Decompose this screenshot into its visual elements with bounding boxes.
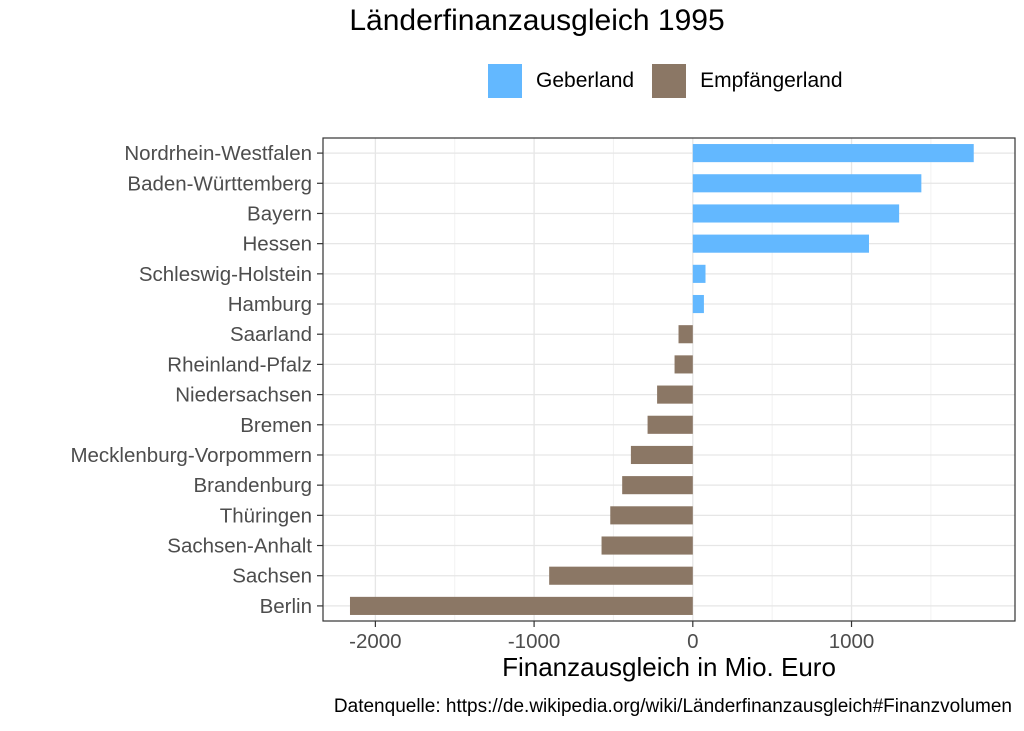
y-tick-label: Hamburg [228, 293, 312, 316]
bar [630, 445, 693, 465]
x-axis-label: Finanzausgleich in Mio. Euro [502, 652, 836, 682]
bar [674, 355, 693, 374]
y-tick-label: Hessen [242, 233, 312, 256]
legend-swatch-geberland [488, 64, 522, 98]
y-tick-label: Mecklenburg-Vorpommern [70, 444, 312, 467]
bar [692, 144, 974, 163]
bar [622, 476, 693, 495]
bar [657, 385, 693, 404]
bar [601, 536, 693, 555]
y-tick-label: Sachsen-Anhalt [167, 535, 312, 558]
x-tick-label: 0 [687, 630, 698, 653]
plot-panel-border [322, 137, 1016, 622]
legend-item-empfaengerland: Empfängerland [652, 64, 843, 98]
x-tick-label: -2000 [349, 630, 401, 653]
y-tick-label: Saarland [230, 323, 312, 346]
y-tick-label: Bremen [240, 414, 312, 437]
chart-title: Länderfinanzausgleich 1995 [349, 4, 725, 37]
y-tick-label: Bayern [247, 202, 312, 225]
legend: Geberland Empfängerland [488, 64, 861, 98]
bar [678, 325, 693, 344]
legend-label-empfaengerland: Empfängerland [700, 69, 843, 92]
bar [692, 174, 922, 193]
y-tick-label: Schleswig-Holstein [139, 263, 312, 286]
legend-label-geberland: Geberland [536, 69, 635, 92]
x-tick-label: 1000 [829, 630, 875, 653]
x-tick-label: -1000 [508, 630, 560, 653]
y-tick-label: Baden-Württemberg [127, 172, 312, 195]
bar [692, 264, 706, 283]
y-tick-label: Brandenburg [193, 474, 312, 497]
bar [349, 596, 693, 615]
bar [549, 566, 693, 585]
bar [692, 204, 900, 223]
y-tick-label: Sachsen [232, 565, 312, 588]
y-tick-label: Thüringen [220, 504, 312, 527]
legend-swatch-empfaengerland [652, 64, 687, 98]
bar [647, 415, 693, 434]
bar [610, 506, 693, 525]
y-tick-label: Berlin [260, 595, 312, 618]
legend-item-geberland: Geberland [488, 64, 634, 98]
bar [692, 294, 704, 314]
bar [692, 234, 869, 253]
y-tick-label: Rheinland-Pfalz [167, 353, 312, 376]
y-tick-label: Niedersachsen [175, 384, 312, 407]
y-tick-label: Nordrhein-Westfalen [124, 142, 312, 165]
data-source-caption: Datenquelle: https://de.wikipedia.org/wi… [333, 696, 1012, 717]
